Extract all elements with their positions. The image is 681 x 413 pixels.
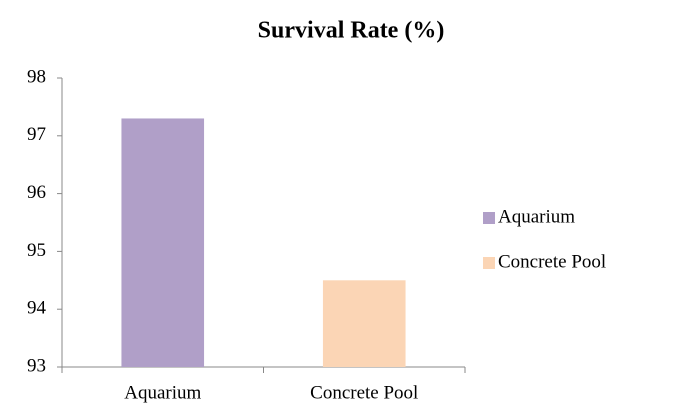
y-tick-label: 93	[27, 355, 46, 376]
x-tick-label: Concrete Pool	[310, 382, 418, 403]
legend-label: Concrete Pool	[498, 251, 606, 272]
y-tick-label: 98	[27, 66, 46, 87]
legend-swatch	[483, 257, 495, 269]
bar	[322, 280, 406, 367]
y-tick-label: 97	[27, 124, 46, 145]
legend-label: Aquarium	[498, 206, 575, 227]
y-tick-label: 96	[27, 182, 46, 203]
legend-swatch	[483, 212, 495, 224]
chart-title: Survival Rate (%)	[258, 18, 445, 44]
y-tick-label: 95	[27, 240, 46, 261]
x-tick-label: Aquarium	[124, 382, 201, 403]
y-tick-label: 94	[27, 298, 47, 319]
bar	[121, 118, 205, 368]
